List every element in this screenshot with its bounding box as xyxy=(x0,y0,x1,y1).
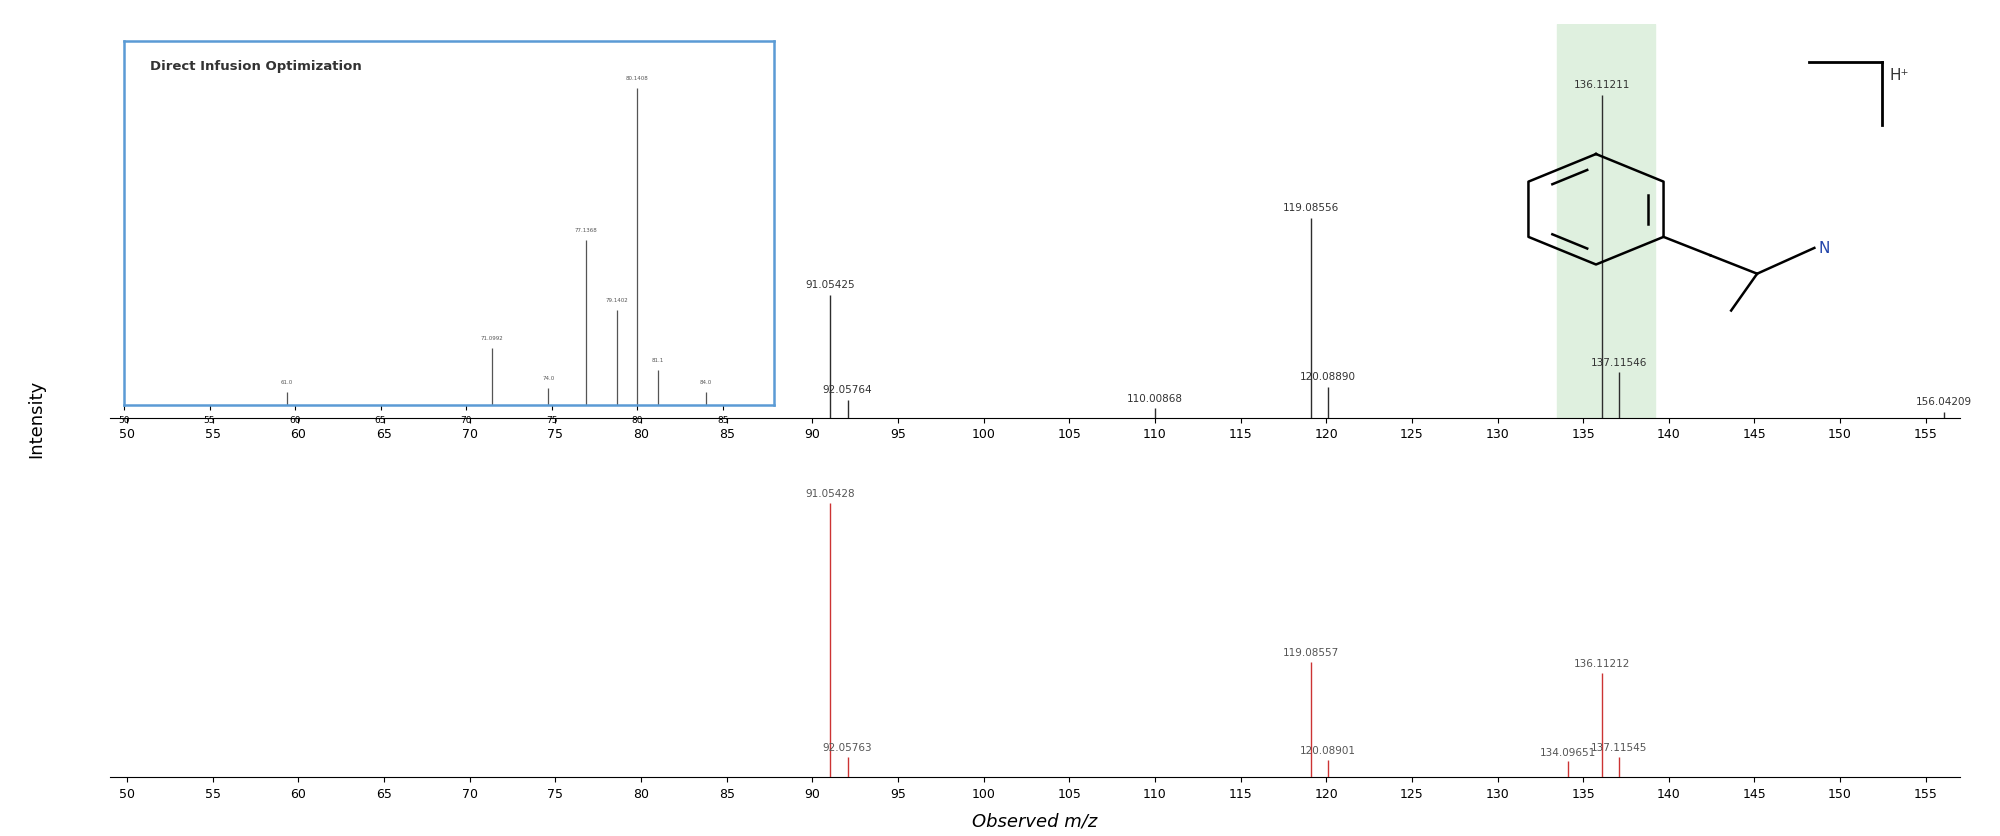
Text: 91.05428: 91.05428 xyxy=(806,488,856,498)
Text: 120.08890: 120.08890 xyxy=(1300,372,1356,381)
Text: 136.11211: 136.11211 xyxy=(1574,80,1630,90)
Text: Direct Infusion Optimization: Direct Infusion Optimization xyxy=(150,60,362,73)
Text: 134.09651: 134.09651 xyxy=(1540,747,1596,757)
Text: 61.0: 61.0 xyxy=(280,380,292,385)
Text: H⁺: H⁺ xyxy=(1890,69,1910,84)
Text: 74.0: 74.0 xyxy=(542,375,554,380)
Text: 79.1402: 79.1402 xyxy=(606,298,628,303)
Text: N: N xyxy=(1818,241,1830,256)
Text: 92.05763: 92.05763 xyxy=(822,742,872,752)
Text: 137.11546: 137.11546 xyxy=(1592,357,1648,367)
Text: 119.08556: 119.08556 xyxy=(1282,202,1338,212)
Text: 71.0992: 71.0992 xyxy=(480,335,504,340)
Text: Intensity: Intensity xyxy=(28,379,44,457)
Text: 81.1: 81.1 xyxy=(652,358,664,363)
Bar xyxy=(1558,25,1656,418)
Text: 137.11545: 137.11545 xyxy=(1592,742,1648,752)
Text: 91.05425: 91.05425 xyxy=(806,280,856,290)
Text: 84.0: 84.0 xyxy=(700,380,712,385)
Text: 80.1408: 80.1408 xyxy=(626,76,648,81)
X-axis label: Observed m/z: Observed m/z xyxy=(972,811,1098,829)
Text: 119.08557: 119.08557 xyxy=(1282,647,1338,657)
Text: 156.04209: 156.04209 xyxy=(1916,396,1972,406)
Text: 77.1368: 77.1368 xyxy=(574,228,598,233)
Text: 92.05764: 92.05764 xyxy=(822,385,872,395)
Text: 120.08901: 120.08901 xyxy=(1300,745,1356,755)
Text: 136.11212: 136.11212 xyxy=(1574,659,1630,669)
Text: 110.00868: 110.00868 xyxy=(1128,393,1184,403)
